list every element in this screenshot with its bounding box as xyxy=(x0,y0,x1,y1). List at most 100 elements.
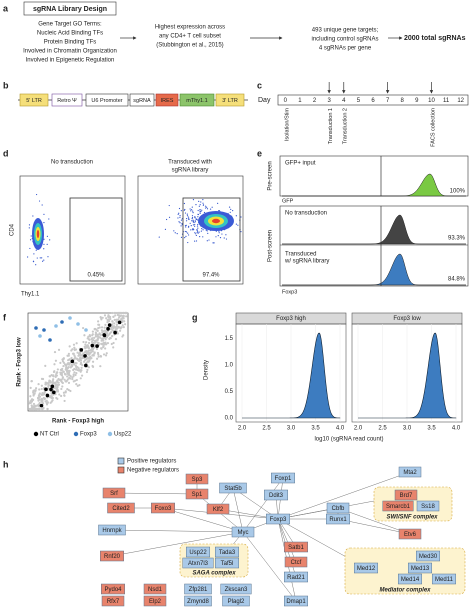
edge xyxy=(111,529,244,533)
point xyxy=(59,373,62,376)
point xyxy=(116,332,120,335)
point xyxy=(44,364,47,367)
event-dot xyxy=(197,223,199,226)
axis-label: Rank - Foxp3 high xyxy=(52,419,104,425)
event-dot xyxy=(208,239,210,241)
point xyxy=(92,353,95,356)
point xyxy=(56,381,59,384)
point xyxy=(41,407,44,411)
gene-node xyxy=(184,583,212,595)
point xyxy=(93,336,96,340)
edge xyxy=(277,471,411,520)
gene-label: Klf2 xyxy=(213,507,224,513)
gene-node xyxy=(101,583,125,595)
histogram xyxy=(282,253,466,286)
legend-swatch xyxy=(117,457,125,465)
event-dot xyxy=(194,220,196,222)
event-dot xyxy=(43,259,45,261)
gene-node xyxy=(220,583,252,595)
point xyxy=(71,376,74,379)
step-text: 493 unique gene targets; xyxy=(312,28,379,34)
event-dot xyxy=(188,225,190,227)
point xyxy=(29,386,32,389)
point xyxy=(102,330,105,333)
gene-label: Med11 xyxy=(435,577,454,583)
gene-label: Plagl2 xyxy=(228,599,245,605)
legend-label: Negative regulators xyxy=(127,468,179,474)
point xyxy=(60,387,63,391)
point xyxy=(84,343,87,346)
point xyxy=(99,315,102,319)
point xyxy=(79,362,82,366)
day: 11 xyxy=(443,98,450,104)
day: 1 xyxy=(298,98,302,104)
event: Isolation/Stim xyxy=(284,108,290,141)
x-tick-label: 3.0 xyxy=(403,426,412,432)
point xyxy=(115,318,118,321)
point xyxy=(97,353,100,356)
event-dot xyxy=(196,228,198,231)
event-dot xyxy=(192,224,194,226)
point xyxy=(76,351,79,354)
point xyxy=(79,352,82,355)
point xyxy=(56,383,59,386)
point xyxy=(32,393,35,396)
event-dot xyxy=(177,213,179,215)
point xyxy=(48,338,52,342)
point xyxy=(97,323,100,326)
point xyxy=(40,393,44,396)
point xyxy=(49,387,53,392)
step-text: any CD4+ T cell subset xyxy=(159,34,221,40)
day: 0 xyxy=(284,98,288,104)
gene-label: Med30 xyxy=(419,554,438,560)
event-dot xyxy=(43,213,45,215)
construct-label: U6 Promoter xyxy=(91,98,122,104)
point xyxy=(67,365,70,369)
point xyxy=(30,407,33,411)
point xyxy=(73,346,76,349)
point xyxy=(85,370,89,374)
gene-label: Srf xyxy=(110,491,118,497)
percent: 93.3% xyxy=(448,236,466,242)
event-dot xyxy=(237,224,239,226)
gene-node xyxy=(284,556,308,568)
point xyxy=(78,384,81,387)
gene-node xyxy=(432,573,456,585)
point xyxy=(40,387,43,391)
construct-element xyxy=(85,93,129,107)
day: 6 xyxy=(371,98,375,104)
event-dot xyxy=(206,206,208,208)
point xyxy=(117,326,120,329)
event-dot xyxy=(232,209,234,212)
point xyxy=(74,379,77,382)
point xyxy=(61,381,64,384)
event-dot xyxy=(192,210,194,212)
event-dot xyxy=(191,206,193,208)
gene-label: Rfx7 xyxy=(107,599,120,605)
event-dot xyxy=(198,200,200,202)
point xyxy=(87,357,90,360)
gene-node xyxy=(206,503,230,515)
event-dot xyxy=(194,223,196,226)
event-dot xyxy=(46,243,48,245)
edge xyxy=(162,507,244,533)
construct-label: mThy1.1 xyxy=(186,98,207,104)
event-dot xyxy=(202,202,204,204)
point xyxy=(98,326,101,329)
event-dot xyxy=(36,257,38,259)
gene-label: Rnf20 xyxy=(104,554,121,560)
point xyxy=(61,367,64,370)
event-dot xyxy=(199,204,201,206)
panel-label: d xyxy=(3,148,9,158)
point xyxy=(86,337,89,340)
edge xyxy=(337,507,411,535)
flow-plot xyxy=(137,175,244,285)
point xyxy=(54,359,58,362)
point xyxy=(83,345,86,348)
point xyxy=(66,378,69,381)
gene-node xyxy=(264,489,288,501)
point xyxy=(45,399,48,402)
timeline xyxy=(277,94,469,106)
row-label: Pre-screen xyxy=(268,161,274,190)
construct-label: sgRNA xyxy=(133,98,151,104)
